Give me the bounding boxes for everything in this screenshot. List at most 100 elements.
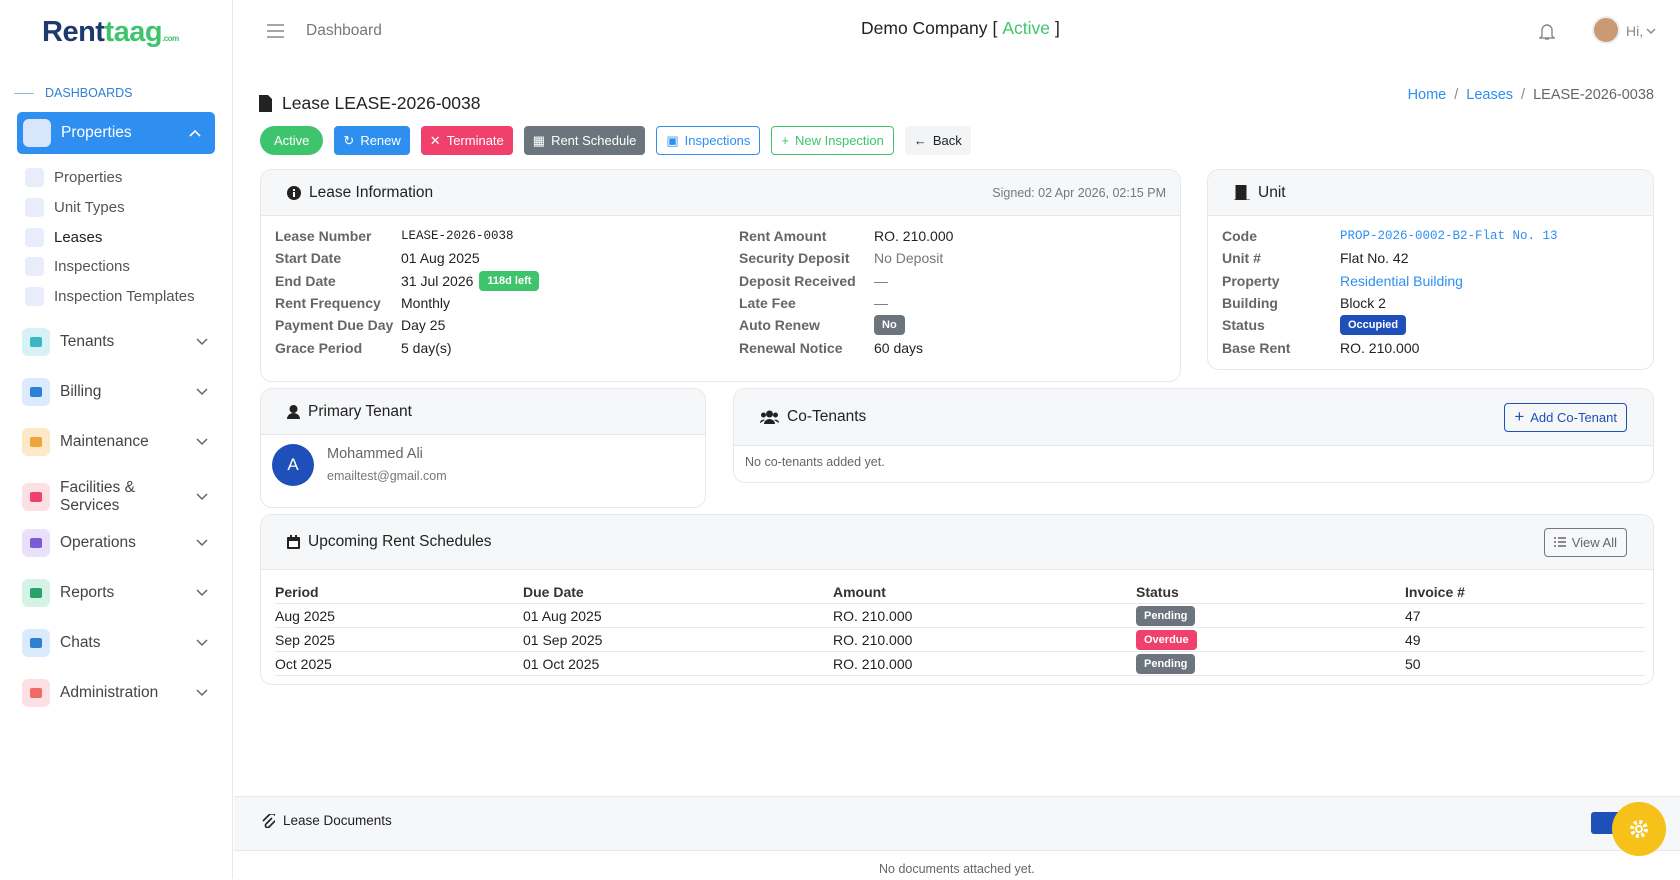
- menu-item[interactable]: Administration: [22, 679, 208, 708]
- unit-card: Unit Code PROP-2026-0002-B2-Flat No. 13 Un…: [1207, 169, 1654, 370]
- field-label: Auto Renew: [739, 317, 820, 334]
- active-menu[interactable]: Properties: [17, 112, 215, 154]
- menu-item[interactable]: Tenants: [22, 328, 208, 356]
- action-button[interactable]: ✕ Terminate: [420, 126, 513, 155]
- company-status: Active: [1002, 18, 1050, 38]
- button-icon: ▣: [666, 132, 679, 148]
- field-label: Grace Period: [275, 339, 363, 356]
- field-value: 31 Jul 2026: [401, 272, 474, 289]
- status-badge: Active: [260, 126, 324, 155]
- menu-icon: [22, 428, 50, 457]
- menu-item[interactable]: Facilities & Services: [22, 479, 208, 515]
- submenu-icon: [25, 287, 44, 307]
- menu-icon-glyph: [30, 437, 42, 448]
- field-value: —: [874, 295, 888, 312]
- column-header: Status: [1136, 580, 1405, 604]
- avatar[interactable]: [1592, 16, 1620, 44]
- submenu-item[interactable]: Inspections: [25, 257, 130, 277]
- table-cell: Oct 2025: [275, 652, 523, 676]
- button-icon: ▦: [532, 132, 546, 148]
- submenu-label: Inspection Templates: [54, 288, 195, 306]
- submenu-item[interactable]: Leases: [25, 227, 102, 247]
- list-icon: [1553, 537, 1566, 547]
- field-label: Property: [1222, 272, 1280, 289]
- menu-icon: [22, 579, 50, 607]
- tenant-name[interactable]: Mohammed Ali: [327, 446, 423, 462]
- greeting[interactable]: Hi,: [1626, 23, 1644, 39]
- menu-item[interactable]: Billing: [22, 378, 208, 407]
- logo[interactable]: Renttaag.com: [42, 16, 179, 49]
- details-left: Lease Number LEASE-2026-0038 Start Date 01 …: [275, 225, 725, 359]
- menu-item[interactable]: Operations: [22, 528, 208, 557]
- topbar-page: Dashboard: [306, 22, 382, 39]
- menu-icon-glyph: [30, 537, 42, 548]
- menu-label: Operations: [60, 533, 136, 551]
- menu-item[interactable]: Reports: [22, 579, 208, 607]
- button-label: Rent Schedule: [551, 133, 637, 148]
- field-value: 5 day(s): [401, 339, 452, 356]
- card-title: Co-Tenants: [787, 408, 867, 425]
- user-icon: [287, 404, 300, 419]
- detail-row: Deposit Received —: [739, 270, 1159, 292]
- table-cell: 50: [1405, 652, 1645, 676]
- table-cell: RO. 210.000: [833, 604, 1136, 628]
- menu-toggle[interactable]: [267, 24, 284, 38]
- menu-icon-glyph: [30, 688, 42, 699]
- detail-row: Rent Frequency Monthly: [275, 292, 725, 314]
- action-button[interactable]: ↻ Renew: [334, 126, 410, 155]
- action-button[interactable]: ▦ Rent Schedule: [523, 126, 646, 155]
- submenu-item[interactable]: Properties: [25, 168, 122, 187]
- detail-row: End Date 31 Jul 2026 118d left: [275, 270, 725, 292]
- field-value[interactable]: Residential Building: [1340, 272, 1463, 289]
- table-cell: Aug 2025: [275, 604, 523, 628]
- menu-icon-glyph: [30, 491, 42, 502]
- card-title: Upcoming Rent Schedules: [308, 533, 492, 550]
- menu-item[interactable]: Maintenance: [22, 428, 208, 457]
- breadcrumb[interactable]: Leases: [1466, 87, 1514, 103]
- detail-row: Base Rent RO. 210.000: [1222, 336, 1642, 358]
- card-title: Lease Information: [309, 183, 434, 201]
- chevron: [196, 388, 208, 396]
- action-button[interactable]: + New Inspection: [771, 126, 894, 155]
- notifications[interactable]: [1539, 22, 1555, 41]
- breadcrumbs: Home / Leases / LEASE-2026-0038: [1408, 87, 1654, 103]
- column-header: Amount: [833, 580, 1136, 604]
- field-label: Building: [1222, 295, 1278, 312]
- doc-icon: [259, 95, 272, 112]
- field-value[interactable]: PROP-2026-0002-B2-Flat No. 13: [1340, 229, 1558, 244]
- chevron: [196, 639, 208, 647]
- detail-row: Auto Renew No: [739, 314, 1159, 336]
- field-label: Base Rent: [1222, 339, 1291, 356]
- menu-item[interactable]: Chats: [22, 629, 208, 658]
- submenu-item[interactable]: Inspection Templates: [25, 287, 195, 307]
- documents-section: Lease Documents No documents attached ye…: [234, 796, 1680, 880]
- table-cell: 47: [1405, 604, 1645, 628]
- tenant-initial: A: [272, 444, 314, 486]
- breadcrumb[interactable]: Home: [1407, 87, 1447, 103]
- button-icon: ↻: [343, 132, 355, 148]
- button-label: Inspections: [684, 133, 751, 148]
- table-cell: RO. 210.000: [833, 652, 1136, 676]
- detail-row: Status Occupied: [1222, 314, 1642, 336]
- menu-icon-glyph: [30, 337, 42, 347]
- menu-label: Maintenance: [60, 433, 149, 451]
- table-cell: Sep 2025: [275, 628, 523, 652]
- add-co-tenant[interactable]: + Add Co-Tenant: [1504, 402, 1627, 432]
- menu-icon-glyph: [30, 638, 42, 649]
- table-cell: 01 Aug 2025: [523, 604, 833, 628]
- settings-fab[interactable]: [1612, 802, 1666, 856]
- view-all[interactable]: View All: [1543, 527, 1627, 557]
- detail-row: Unit # Flat No. 42: [1222, 247, 1642, 269]
- field-label: Security Deposit: [739, 250, 850, 267]
- empty-message: No co-tenants added yet.: [745, 455, 885, 469]
- field-label: Deposit Received: [739, 272, 856, 289]
- action-button[interactable]: ← Back: [904, 126, 971, 155]
- table-cell: Pending: [1136, 604, 1405, 628]
- section-line: [14, 93, 34, 94]
- menu-icon: [22, 629, 50, 658]
- submenu-item[interactable]: Unit Types: [25, 197, 125, 217]
- field-label: Status: [1222, 317, 1265, 334]
- button-label: New Inspection: [795, 133, 884, 148]
- action-button[interactable]: ▣ Inspections: [656, 126, 761, 155]
